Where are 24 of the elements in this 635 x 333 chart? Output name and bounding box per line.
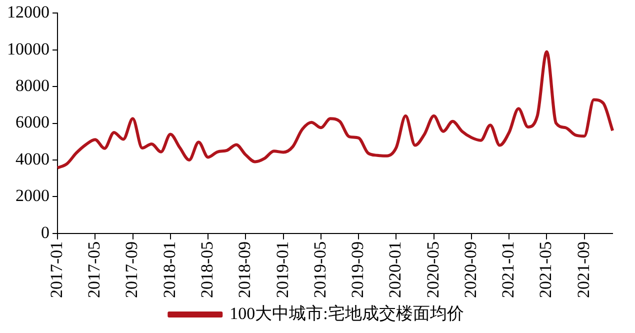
x-tick-label: 2017-09 — [122, 241, 142, 298]
y-tick-label: 8000 — [16, 76, 50, 96]
x-tick-label: 2020-09 — [460, 241, 480, 298]
y-tick-label: 6000 — [16, 112, 50, 132]
x-tick-label: 2017-05 — [84, 241, 104, 298]
x-tick-label: 2019-09 — [348, 241, 368, 298]
legend-label: 100大中城市:宅地成交楼面均价 — [230, 304, 464, 323]
y-tick-label: 2000 — [16, 186, 50, 206]
line-series — [56, 50, 614, 170]
x-tick-label: 2020-01 — [386, 241, 405, 298]
y-tick-label: 10000 — [7, 39, 50, 58]
y-tick-label: 0 — [41, 222, 50, 242]
x-tick-label: 2019-05 — [310, 241, 330, 298]
x-tick-label: 2018-09 — [235, 241, 254, 298]
x-tick-label: 2019-01 — [272, 241, 292, 298]
x-tick-label: 2021-05 — [536, 241, 556, 298]
y-tick-label: 4000 — [16, 149, 50, 168]
x-tick-label: 2020-05 — [423, 241, 442, 298]
x-tick-label: 2021-01 — [498, 241, 518, 298]
x-tick-label: 2018-01 — [160, 241, 179, 298]
x-tick-label: 2017-01 — [46, 241, 66, 298]
y-tick-label: 12000 — [7, 2, 50, 22]
x-tick-label: 2018-05 — [198, 241, 217, 298]
x-tick-label: 2021-09 — [574, 241, 593, 298]
